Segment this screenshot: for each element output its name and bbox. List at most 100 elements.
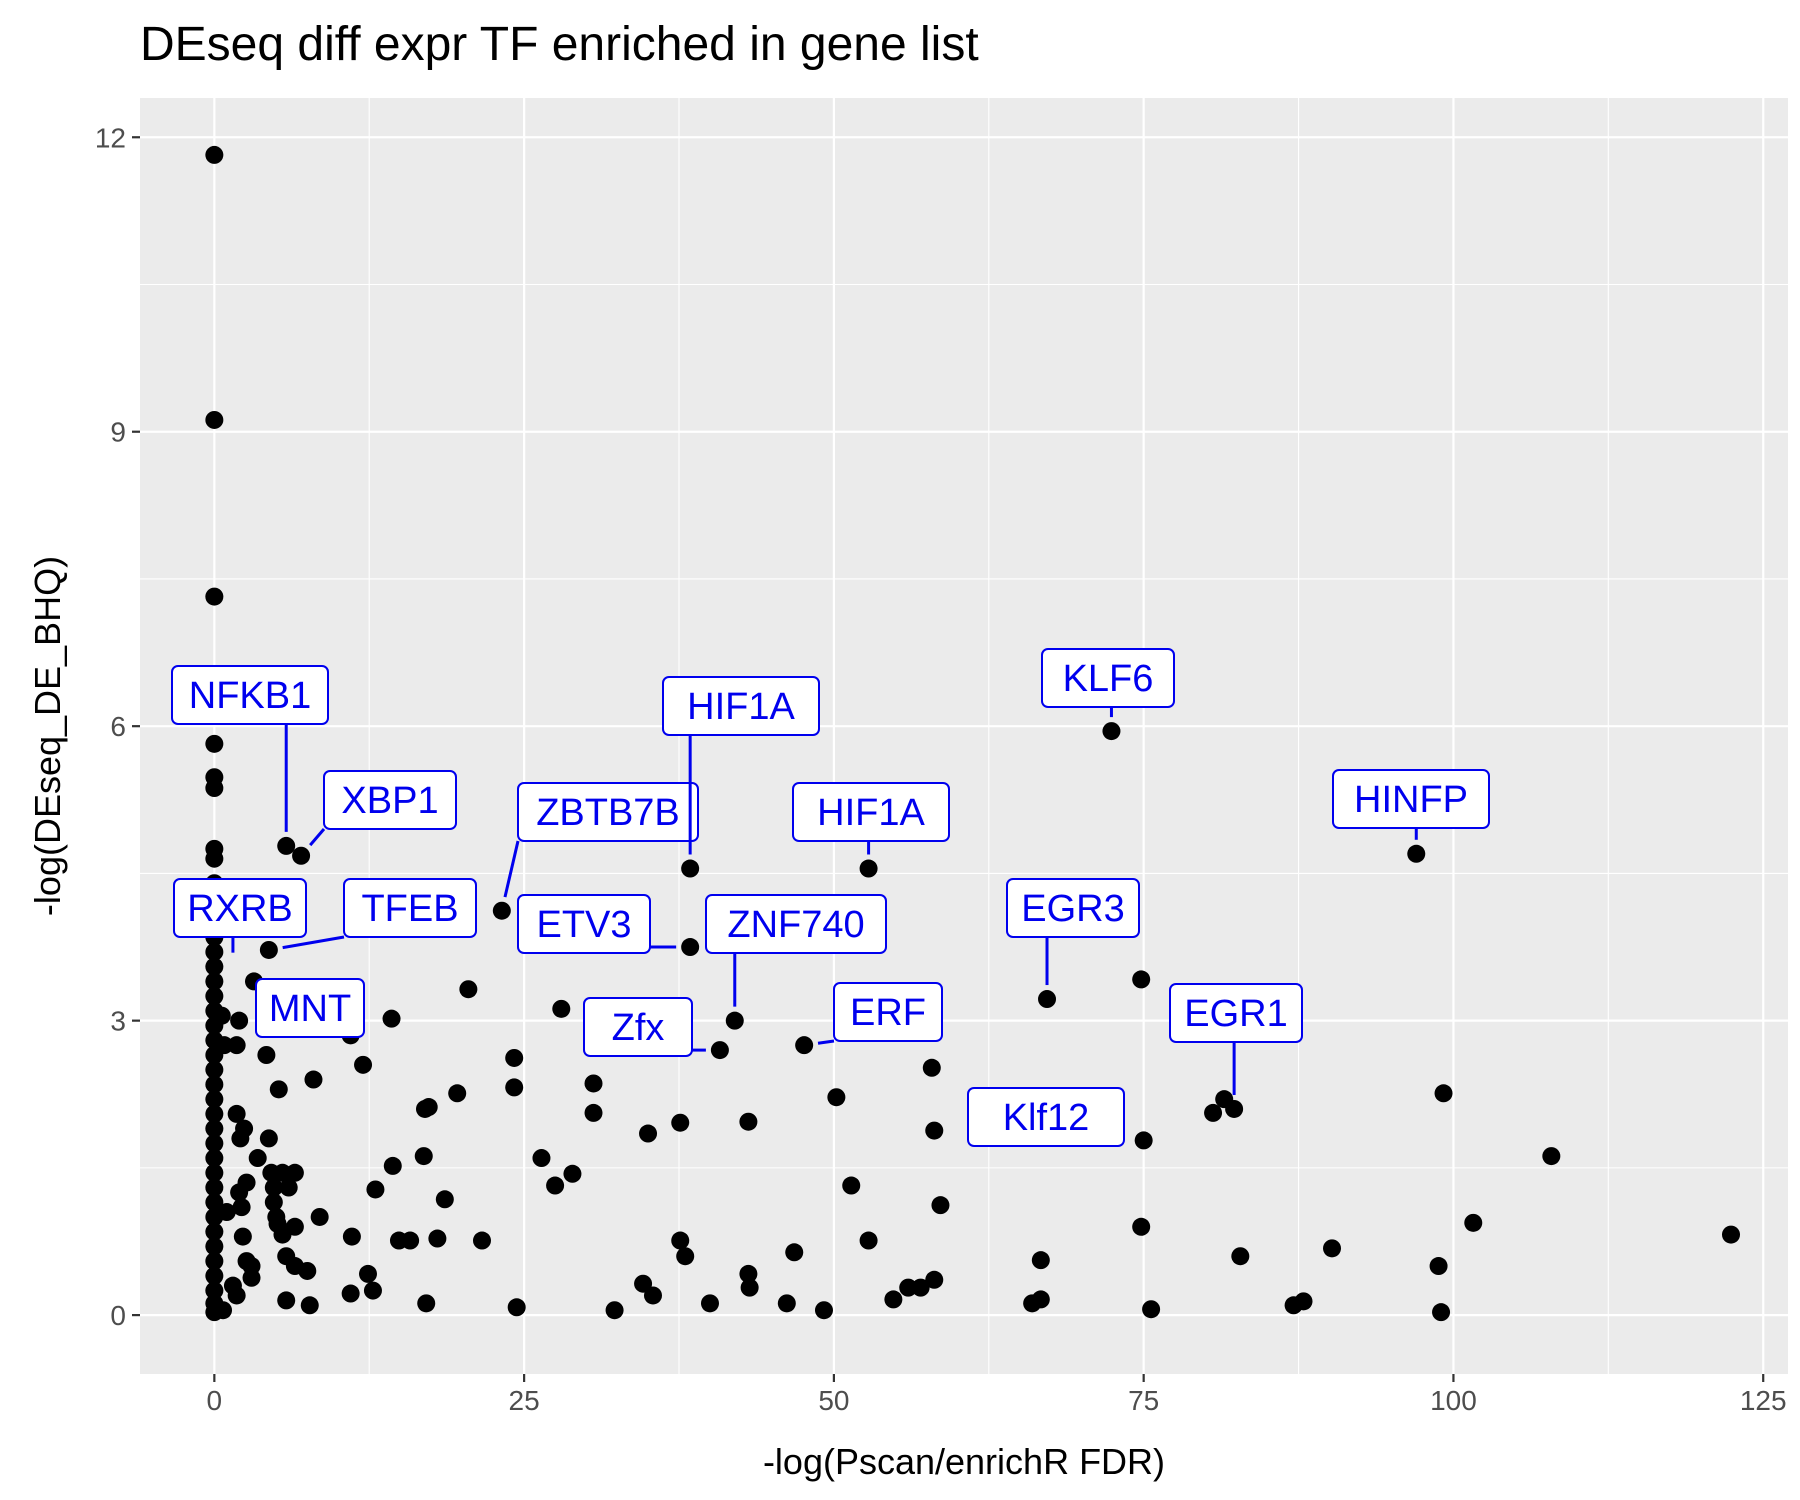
data-point xyxy=(700,1294,719,1313)
data-point xyxy=(205,410,224,429)
data-point xyxy=(505,1078,524,1097)
chart-title: DEseq diff expr TF enriched in gene list xyxy=(140,18,979,71)
data-point xyxy=(931,1196,950,1215)
data-point xyxy=(205,942,224,961)
label-box xyxy=(833,982,943,1042)
data-point xyxy=(414,1147,433,1166)
data-point xyxy=(785,1243,804,1262)
point-label-egr3: EGR3 xyxy=(1006,878,1140,986)
point-label-zfx: Zfx xyxy=(583,997,706,1057)
data-point xyxy=(279,1178,298,1197)
data-point xyxy=(922,1058,941,1077)
data-point xyxy=(205,1090,224,1109)
y-tick-label: 0 xyxy=(110,1300,126,1331)
x-tick-label: 50 xyxy=(818,1385,849,1416)
data-point xyxy=(1464,1213,1483,1232)
data-point xyxy=(911,1278,930,1297)
point-label-tfeb: TFEB xyxy=(282,878,477,950)
data-point xyxy=(205,957,224,976)
label-text: EGR3 xyxy=(1021,888,1124,930)
data-point xyxy=(205,1060,224,1079)
data-point xyxy=(205,1237,224,1256)
point-label-hinfp: HINFP xyxy=(1332,769,1490,840)
data-point xyxy=(277,1291,296,1310)
label-text: ZBTB7B xyxy=(536,792,680,834)
label-text: NFKB1 xyxy=(189,675,311,717)
major-gridlines xyxy=(140,98,1788,1374)
data-point xyxy=(227,1104,246,1123)
data-point xyxy=(212,1006,231,1025)
label-text: HIF1A xyxy=(817,792,925,834)
x-tick-label: 100 xyxy=(1430,1385,1477,1416)
data-point xyxy=(269,1080,288,1099)
data-point xyxy=(925,1270,944,1289)
label-box xyxy=(583,997,693,1057)
data-point xyxy=(710,1041,729,1060)
data-point xyxy=(1407,844,1426,863)
data-point xyxy=(217,1203,236,1222)
data-point xyxy=(419,1098,438,1117)
data-point xyxy=(671,1113,690,1132)
data-point xyxy=(639,1124,658,1143)
data-point xyxy=(777,1294,796,1313)
data-point xyxy=(676,1247,695,1266)
data-point xyxy=(363,1281,382,1300)
minor-gridlines xyxy=(140,98,1788,1374)
label-box xyxy=(1169,983,1303,1043)
data-point xyxy=(492,901,511,920)
point-label-xbp1: XBP1 xyxy=(309,770,457,847)
label-box xyxy=(705,894,887,954)
data-point xyxy=(259,1129,278,1148)
label-text: HINFP xyxy=(1354,779,1468,821)
label-text: TFEB xyxy=(361,888,458,930)
data-point xyxy=(205,1149,224,1168)
point-labels: NFKB1 XBP1 RXRB TFEB MNT ZBTB7B ETV3 HIF1A HIF1A… xyxy=(171,648,1490,1147)
data-point xyxy=(1432,1303,1451,1322)
data-point xyxy=(205,1134,224,1153)
data-point xyxy=(643,1286,662,1305)
label-text: MNT xyxy=(269,988,351,1030)
data-point xyxy=(1102,722,1121,741)
x-tick-label: 0 xyxy=(207,1385,223,1416)
y-tick-label: 3 xyxy=(110,1006,126,1037)
data-point xyxy=(417,1294,436,1313)
x-tick-label: 125 xyxy=(1740,1385,1787,1416)
data-point xyxy=(232,1198,251,1217)
point-label-rxrb: RXRB xyxy=(173,878,307,953)
data-point xyxy=(842,1176,861,1195)
data-point xyxy=(1132,1217,1151,1236)
data-point xyxy=(264,1178,283,1197)
point-label-klf6: KLF6 xyxy=(1041,648,1175,718)
data-point xyxy=(354,1055,373,1074)
data-point xyxy=(227,1036,246,1055)
data-point xyxy=(205,1252,224,1271)
point-label-hif1a: HIF1A xyxy=(792,782,950,855)
label-text: HIF1A xyxy=(687,686,795,728)
point-label-egr1: EGR1 xyxy=(1169,983,1303,1095)
data-point xyxy=(584,1103,603,1122)
data-point xyxy=(237,1173,256,1192)
label-text: EGR1 xyxy=(1184,993,1287,1035)
data-point xyxy=(899,1278,918,1297)
point-label-erf: ERF xyxy=(817,982,943,1045)
data-point xyxy=(205,987,224,1006)
data-point xyxy=(584,1074,603,1093)
label-box xyxy=(1006,878,1140,938)
data-point xyxy=(884,1290,903,1309)
data-point xyxy=(215,1036,234,1055)
data-point xyxy=(1294,1292,1313,1311)
data-points xyxy=(205,145,1741,1322)
data-point xyxy=(795,1036,814,1055)
data-point xyxy=(214,1301,233,1320)
label-leader-line xyxy=(309,828,326,847)
data-point xyxy=(1323,1239,1342,1258)
data-point xyxy=(1542,1147,1561,1166)
data-point xyxy=(205,1193,224,1212)
y-tick-label: 6 xyxy=(110,711,126,742)
data-point xyxy=(1225,1099,1244,1118)
data-point xyxy=(1038,990,1057,1009)
data-point xyxy=(1132,970,1151,989)
data-point xyxy=(740,1278,759,1297)
label-text: ERF xyxy=(850,992,926,1034)
label-box xyxy=(323,770,457,830)
